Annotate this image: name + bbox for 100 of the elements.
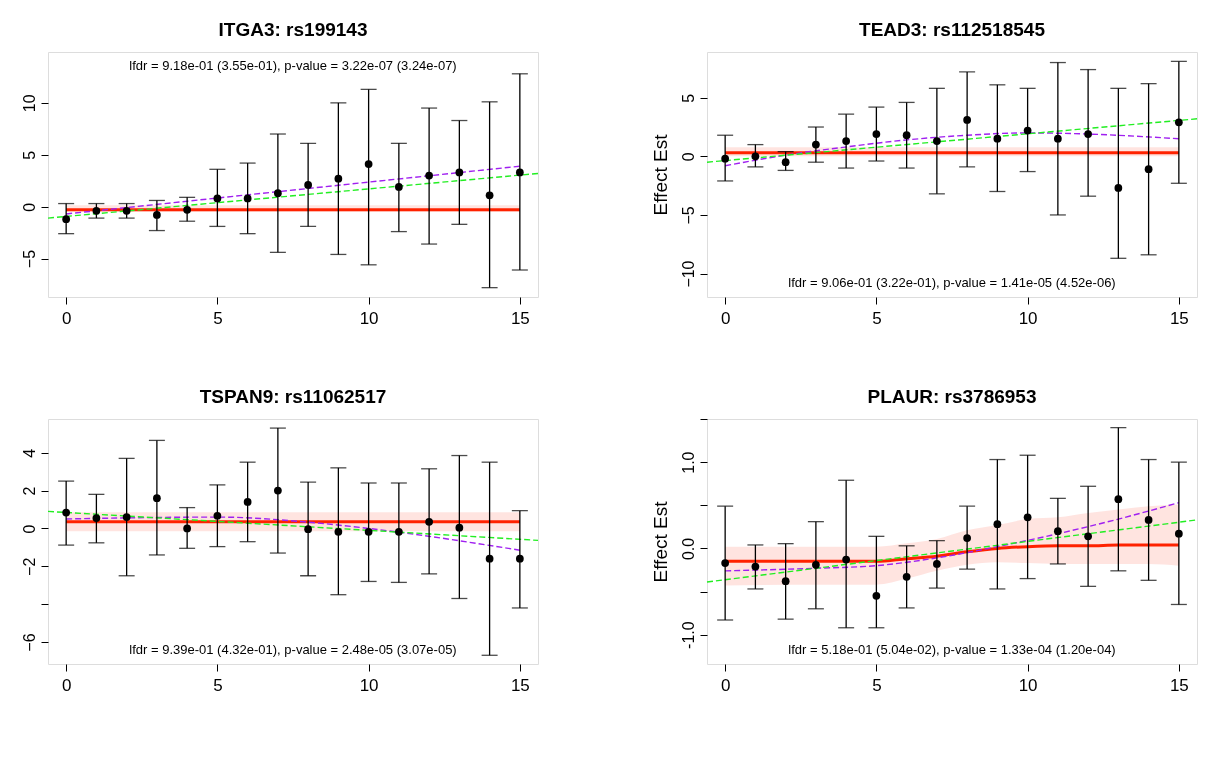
point	[993, 134, 1002, 143]
y-tick-label: 5	[679, 93, 697, 103]
x-tick-label: 5	[213, 675, 223, 695]
point	[243, 194, 252, 203]
y-tick-label: −5	[20, 249, 38, 269]
point	[62, 215, 71, 224]
y-tick-label: 1.0	[679, 451, 697, 474]
y-tick-label: −6	[20, 633, 38, 652]
point	[274, 189, 282, 198]
point	[485, 191, 494, 200]
point	[963, 534, 971, 542]
line-series	[724, 501, 1180, 572]
chart-title: TEAD3: rs112518545	[859, 19, 1046, 40]
x-tick-label: 15	[510, 308, 530, 328]
y-tick-label: −10	[679, 260, 697, 288]
point	[1053, 527, 1062, 536]
y-tick-label: 0	[20, 202, 38, 212]
x-tick-label: 0	[720, 308, 731, 328]
x-tick-label: 5	[872, 675, 882, 695]
y-tick-label: 4	[20, 448, 38, 458]
y-tick-label: −5	[679, 206, 697, 225]
annotation: lfdr = 9.06e-01 (3.22e-01), p-value = 1.41e-05 (4.52e-06)	[788, 275, 1116, 290]
point	[334, 174, 343, 183]
point	[62, 508, 71, 517]
y-tick-label: −2	[20, 557, 38, 576]
point	[515, 554, 524, 563]
point	[183, 524, 192, 533]
x-tick-label: 5	[872, 308, 882, 328]
annotation: lfdr = 9.39e-01 (4.32e-01), p-value = 2.48e-05 (3.07e-05)	[129, 642, 457, 657]
point	[92, 206, 101, 215]
x-tick-label: 15	[510, 675, 530, 695]
x-tick-label: 0	[61, 308, 72, 328]
point	[721, 154, 730, 163]
point	[751, 152, 760, 161]
chart-title: ITGA3: rs199143	[218, 19, 368, 40]
point	[455, 168, 464, 177]
point	[213, 511, 222, 520]
point	[872, 591, 881, 600]
annotation: lfdr = 9.18e-01 (3.55e-01), p-value = 3.22e-07 (3.24e-07)	[129, 58, 457, 73]
point	[153, 494, 161, 503]
chart-title: PLAUR: rs3786953	[867, 385, 1037, 407]
y-tick-label: -1.0	[679, 621, 697, 649]
point	[364, 160, 373, 168]
chart-title: TSPAN9: rs11062517	[199, 386, 387, 407]
point	[274, 486, 282, 495]
point	[485, 554, 494, 563]
annotation: lfdr = 5.18e-01 (5.04e-02), p-value = 1.33e-04 (1.20e-04)	[788, 642, 1116, 657]
point	[122, 206, 131, 215]
point	[1144, 516, 1153, 524]
x-tick-label: 0	[720, 675, 731, 695]
point	[902, 131, 911, 140]
point	[394, 183, 403, 191]
x-tick-label: 10	[359, 308, 379, 328]
point	[1144, 165, 1153, 174]
x-tick-label: 15	[1169, 308, 1189, 328]
point	[1114, 184, 1123, 192]
point	[842, 555, 851, 564]
point	[425, 171, 433, 180]
point	[751, 562, 760, 571]
x-tick-label: 10	[359, 675, 379, 695]
point	[153, 211, 161, 219]
y-tick-label: 0	[20, 524, 38, 534]
point	[1174, 529, 1183, 538]
point	[933, 560, 941, 568]
point	[902, 573, 911, 581]
y-tick-label: 0.0	[679, 537, 697, 561]
point	[1114, 495, 1123, 504]
point	[781, 158, 790, 167]
x-tick-label: 15	[1169, 675, 1189, 695]
y-tick-label: 10	[20, 94, 38, 113]
point	[812, 140, 820, 149]
point	[842, 137, 851, 145]
point	[425, 517, 433, 526]
y-axis-title: Effect Est	[649, 500, 671, 583]
point	[721, 559, 730, 567]
point	[812, 560, 820, 569]
x-tick-label: 10	[1018, 308, 1038, 328]
x-tick-label: 10	[1018, 675, 1038, 695]
y-axis-title: Effect Est	[649, 133, 671, 216]
point	[364, 527, 373, 536]
point	[243, 498, 252, 506]
point	[933, 137, 941, 145]
point	[1023, 126, 1032, 135]
point	[872, 130, 881, 138]
y-tick-label: 5	[20, 150, 38, 160]
point	[455, 523, 464, 532]
point	[304, 181, 312, 189]
point	[1084, 130, 1092, 138]
point	[122, 513, 131, 521]
point	[1053, 134, 1062, 143]
y-tick-label: 2	[20, 486, 38, 496]
point	[334, 527, 343, 536]
point	[92, 514, 101, 522]
point	[781, 577, 790, 586]
point	[515, 168, 524, 177]
point	[963, 116, 971, 124]
point	[183, 205, 192, 214]
x-tick-label: 0	[61, 675, 72, 695]
point	[1084, 532, 1092, 541]
point	[993, 520, 1002, 529]
